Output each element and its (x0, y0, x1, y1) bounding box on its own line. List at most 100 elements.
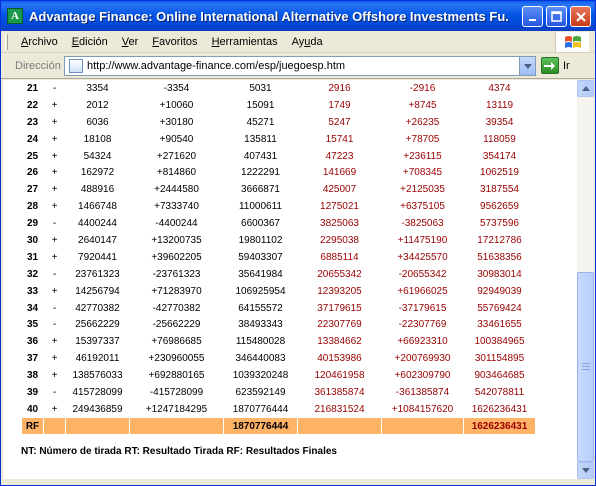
cell-c: 6600367 (241, 218, 280, 230)
table-row: 31 +7920441 +39602205 59403307 6885114 +34425… (22, 249, 536, 266)
results-final-row: RF 1870776444 1626236431 (21, 417, 536, 436)
cell-e: +34425570 (397, 251, 448, 263)
cell-a: 1466748 (78, 201, 117, 213)
address-input[interactable]: http://www.advantage-finance.com/esp/jue… (64, 56, 536, 76)
cell-b: +271620 (156, 150, 197, 162)
cell-a: 14256794 (75, 285, 120, 297)
cell-n: 34 (26, 302, 39, 314)
cell-b: -4400244 (155, 218, 198, 230)
cell-e: +708345 (402, 167, 443, 179)
maximize-button[interactable] (546, 6, 567, 27)
minimize-button[interactable] (522, 6, 543, 27)
close-button[interactable] (570, 6, 591, 27)
address-url[interactable]: http://www.advantage-finance.com/esp/jue… (87, 60, 346, 72)
cell-e: +602309790 (394, 370, 451, 382)
cell-e: -361385874 (395, 386, 450, 398)
cell-n: 21 (26, 82, 39, 94)
cell-s: - (52, 268, 57, 280)
cell-s: - (52, 386, 57, 398)
cell-b: +13200735 (151, 234, 202, 246)
cell-d: 1749 (328, 99, 351, 111)
go-label: Ir (563, 59, 570, 72)
cell-n: 37 (26, 353, 39, 365)
cell-c: 1222291 (241, 167, 280, 179)
vertical-scrollbar[interactable] (577, 80, 594, 479)
page-content: 21-3354 -3354 5031 2916 -2916 4374 22 +2012 +100… (3, 80, 577, 479)
menu-archivo[interactable]: Archivo (14, 36, 65, 48)
cell-s: + (51, 167, 58, 179)
cell-e: +78705 (405, 133, 440, 145)
cell-e: +200769930 (394, 353, 451, 365)
cell-f: 9562659 (480, 201, 519, 213)
rf-cell: 1626236431 (463, 417, 536, 436)
rf-empty-cell (297, 417, 382, 436)
menu-herramientas[interactable]: Herramientas (205, 36, 285, 48)
cell-d: 361385874 (314, 386, 365, 398)
cell-a: 42770382 (75, 302, 120, 314)
cell-b: +90540 (159, 133, 194, 145)
cell-a: 488916 (80, 184, 115, 196)
cell-d: 13384662 (317, 336, 362, 348)
cell-b: +30180 (159, 116, 194, 128)
cell-a: 2012 (86, 99, 109, 111)
cell-c: 3666871 (241, 184, 280, 196)
menu-bar: Archivo Edición Ver Favoritos Herramient… (1, 31, 595, 53)
cell-b: +2444580 (154, 184, 199, 196)
title-bar[interactable]: A Advantage Finance: Online Internationa… (1, 1, 595, 31)
cell-s: + (51, 336, 58, 348)
menu-accelerator: u (304, 35, 311, 48)
cell-b: -23761323 (152, 268, 201, 280)
table-row: 26 +162972 +814860 1222291 141669 +708345 1062… (22, 164, 536, 181)
cell-d: 120461958 (314, 370, 365, 382)
cell-a: 7920441 (78, 251, 117, 263)
chevron-down-icon (523, 63, 532, 69)
cell-n: 38 (26, 370, 39, 382)
cell-f: 4374 (488, 82, 511, 94)
table-row: 37 +46192011 +230960055 346440083 40153986 +2… (22, 350, 536, 367)
cell-n: 33 (26, 285, 39, 297)
cell-a: 18108 (83, 133, 112, 145)
scroll-up-button[interactable] (577, 80, 594, 97)
cell-n: 35 (26, 319, 39, 331)
go-arrow-icon (541, 57, 559, 74)
cell-c: 11000611 (238, 201, 282, 213)
menu-edicion[interactable]: Edición (65, 36, 115, 48)
cell-c: 135811 (244, 133, 277, 145)
cell-b: -3354 (163, 82, 190, 94)
cell-s: - (52, 218, 57, 230)
cell-d: 6885114 (320, 251, 359, 263)
cell-d: 2295038 (320, 234, 359, 246)
cell-f: 903464685 (474, 370, 525, 382)
cell-c: 19801102 (238, 234, 283, 246)
scroll-thumb[interactable] (577, 272, 594, 462)
menu-ayuda[interactable]: Ayuda (285, 36, 330, 48)
cell-a: 4400244 (78, 218, 117, 230)
page-favicon-icon: A (7, 8, 23, 24)
menu-accelerator: F (152, 35, 160, 48)
cell-f: 100384965 (474, 336, 525, 348)
menu-favoritos[interactable]: Favoritos (145, 36, 204, 48)
cell-f: 39354 (485, 116, 514, 128)
rf-cell: RF (21, 417, 44, 436)
table-row: 29-4400244 -4400244 6600367 3825063 -3825063… (22, 215, 536, 232)
results-table: 21-3354 -3354 5031 2916 -2916 4374 22 +2012 +100… (21, 80, 536, 436)
cell-s: + (51, 353, 58, 365)
cell-n: 23 (26, 116, 39, 128)
menu-label-post: dición (79, 35, 108, 48)
cell-e: +26235 (405, 116, 440, 128)
menu-accelerator: A (21, 35, 29, 48)
cell-s: + (51, 150, 58, 162)
table-row: 22 +2012 +10060 15091 1749 +8745 13119 (22, 97, 536, 114)
go-button[interactable]: Ir (541, 57, 570, 74)
cell-n: 26 (26, 167, 39, 179)
address-dropdown-button[interactable] (519, 57, 535, 75)
cell-d: 216831524 (314, 403, 365, 415)
toolbar-grip[interactable] (5, 33, 8, 50)
table-row: 36 +15397337 +76986685 115480028 13384662 +66… (22, 333, 536, 350)
scroll-down-button[interactable] (577, 462, 594, 479)
menu-accelerator: E (71, 35, 80, 48)
cell-c: 115480028 (235, 336, 286, 348)
cell-e: -22307769 (398, 319, 447, 331)
menu-ver[interactable]: Ver (115, 36, 146, 48)
cell-s: + (51, 403, 58, 415)
